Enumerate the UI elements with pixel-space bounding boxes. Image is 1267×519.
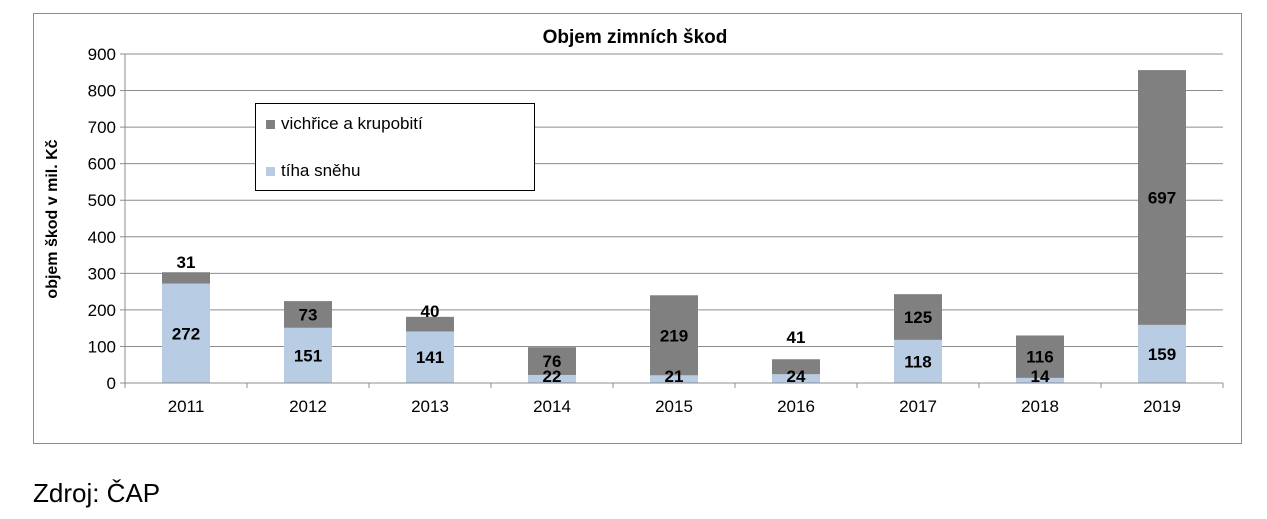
data-label-wind-hail: 219 (660, 326, 688, 345)
legend-swatch-snow-weight (266, 166, 275, 176)
x-tick-label: 2013 (411, 397, 449, 416)
bars (162, 70, 1186, 383)
y-tick-label: 700 (88, 118, 116, 137)
bar-wind-hail-2015 (650, 295, 698, 376)
data-label-snow-weight: 272 (172, 324, 200, 343)
data-label-snow-weight: 118 (904, 352, 931, 371)
x-tick-label: 2015 (655, 397, 693, 416)
legend: vichřice a krupobití tíha sněhu (255, 103, 535, 191)
legend-label-snow-weight: tíha sněhu (281, 161, 361, 180)
y-tick-label: 800 (88, 82, 116, 101)
bar-wind-hail-2019 (1138, 70, 1186, 325)
y-tick-label: 500 (88, 191, 116, 210)
data-label-wind-hail: 31 (177, 253, 196, 272)
x-tick-label: 2014 (533, 397, 571, 416)
data-label-wind-hail: 116 (1026, 348, 1053, 367)
data-label-wind-hail: 76 (543, 352, 562, 371)
bar-wind-hail-2017 (894, 294, 942, 340)
y-axis-label: objem škod v mil. Kč (44, 139, 61, 298)
data-label-wind-hail: 41 (787, 328, 806, 347)
x-tick-label: 2018 (1021, 397, 1059, 416)
data-label-wind-hail: 40 (421, 302, 440, 321)
data-label-snow-weight: 141 (416, 348, 444, 367)
data-label-snow-weight: 22 (543, 367, 562, 386)
data-label-wind-hail: 697 (1148, 188, 1176, 207)
chart-frame: Objem zimních škod objem škod v mil. Kč … (33, 13, 1242, 444)
bar-snow-weight-2014 (528, 374, 576, 383)
bar-snow-weight-2011 (162, 283, 210, 383)
x-tick-label: 2016 (777, 397, 815, 416)
y-tick-label: 400 (88, 228, 116, 247)
bar-snow-weight-2012 (284, 327, 332, 383)
chart-title: Objem zimních škod (543, 27, 728, 48)
stacked-bar-chart: Objem zimních škod objem škod v mil. Kč … (44, 27, 1224, 416)
data-label-snow-weight: 14 (1031, 367, 1050, 386)
y-tick-label: 200 (88, 301, 116, 320)
source-note: Zdroj: ČAP (33, 478, 161, 508)
bar-wind-hail-2013 (406, 316, 454, 332)
bar-wind-hail-2016 (772, 359, 820, 375)
legend-swatch-wind-hail (266, 119, 275, 129)
y-tick-label: 300 (88, 264, 116, 283)
bar-wind-hail-2012 (284, 301, 332, 328)
y-tick-label: 0 (107, 374, 116, 393)
bar-snow-weight-2015 (650, 375, 698, 383)
x-tick-label: 2019 (1143, 397, 1181, 416)
legend-label-wind-hail: vichřice a krupobití (281, 114, 423, 133)
data-label-snow-weight: 21 (665, 367, 684, 386)
bar-snow-weight-2019 (1138, 324, 1186, 383)
bar-snow-weight-2016 (772, 374, 820, 383)
x-tick-label: 2012 (289, 397, 327, 416)
legend-item-wind-hail: vichřice a krupobití (266, 114, 423, 134)
y-tick-label: 600 (88, 155, 116, 174)
data-label-wind-hail: 125 (904, 308, 932, 327)
x-tick-label: 2017 (899, 397, 937, 416)
data-label-snow-weight: 151 (294, 346, 322, 365)
data-label-wind-hail: 73 (299, 305, 318, 324)
data-label-snow-weight: 24 (787, 367, 806, 386)
x-tick-label: 2011 (168, 397, 205, 416)
bar-wind-hail-2018 (1016, 335, 1064, 378)
legend-item-snow-weight: tíha sněhu (266, 161, 360, 181)
y-tick-label: 900 (88, 45, 116, 64)
bar-snow-weight-2017 (894, 339, 942, 383)
bar-wind-hail-2011 (162, 272, 210, 284)
data-label-snow-weight: 159 (1148, 345, 1176, 364)
axes: 0 100 200 300 400 500 600 700 800 900 2011 2012 2013… (88, 45, 1224, 416)
bar-wind-hail-2014 (528, 347, 576, 375)
y-tick-label: 100 (88, 337, 116, 356)
bar-snow-weight-2013 (406, 331, 454, 383)
bar-snow-weight-2018 (1016, 377, 1064, 383)
